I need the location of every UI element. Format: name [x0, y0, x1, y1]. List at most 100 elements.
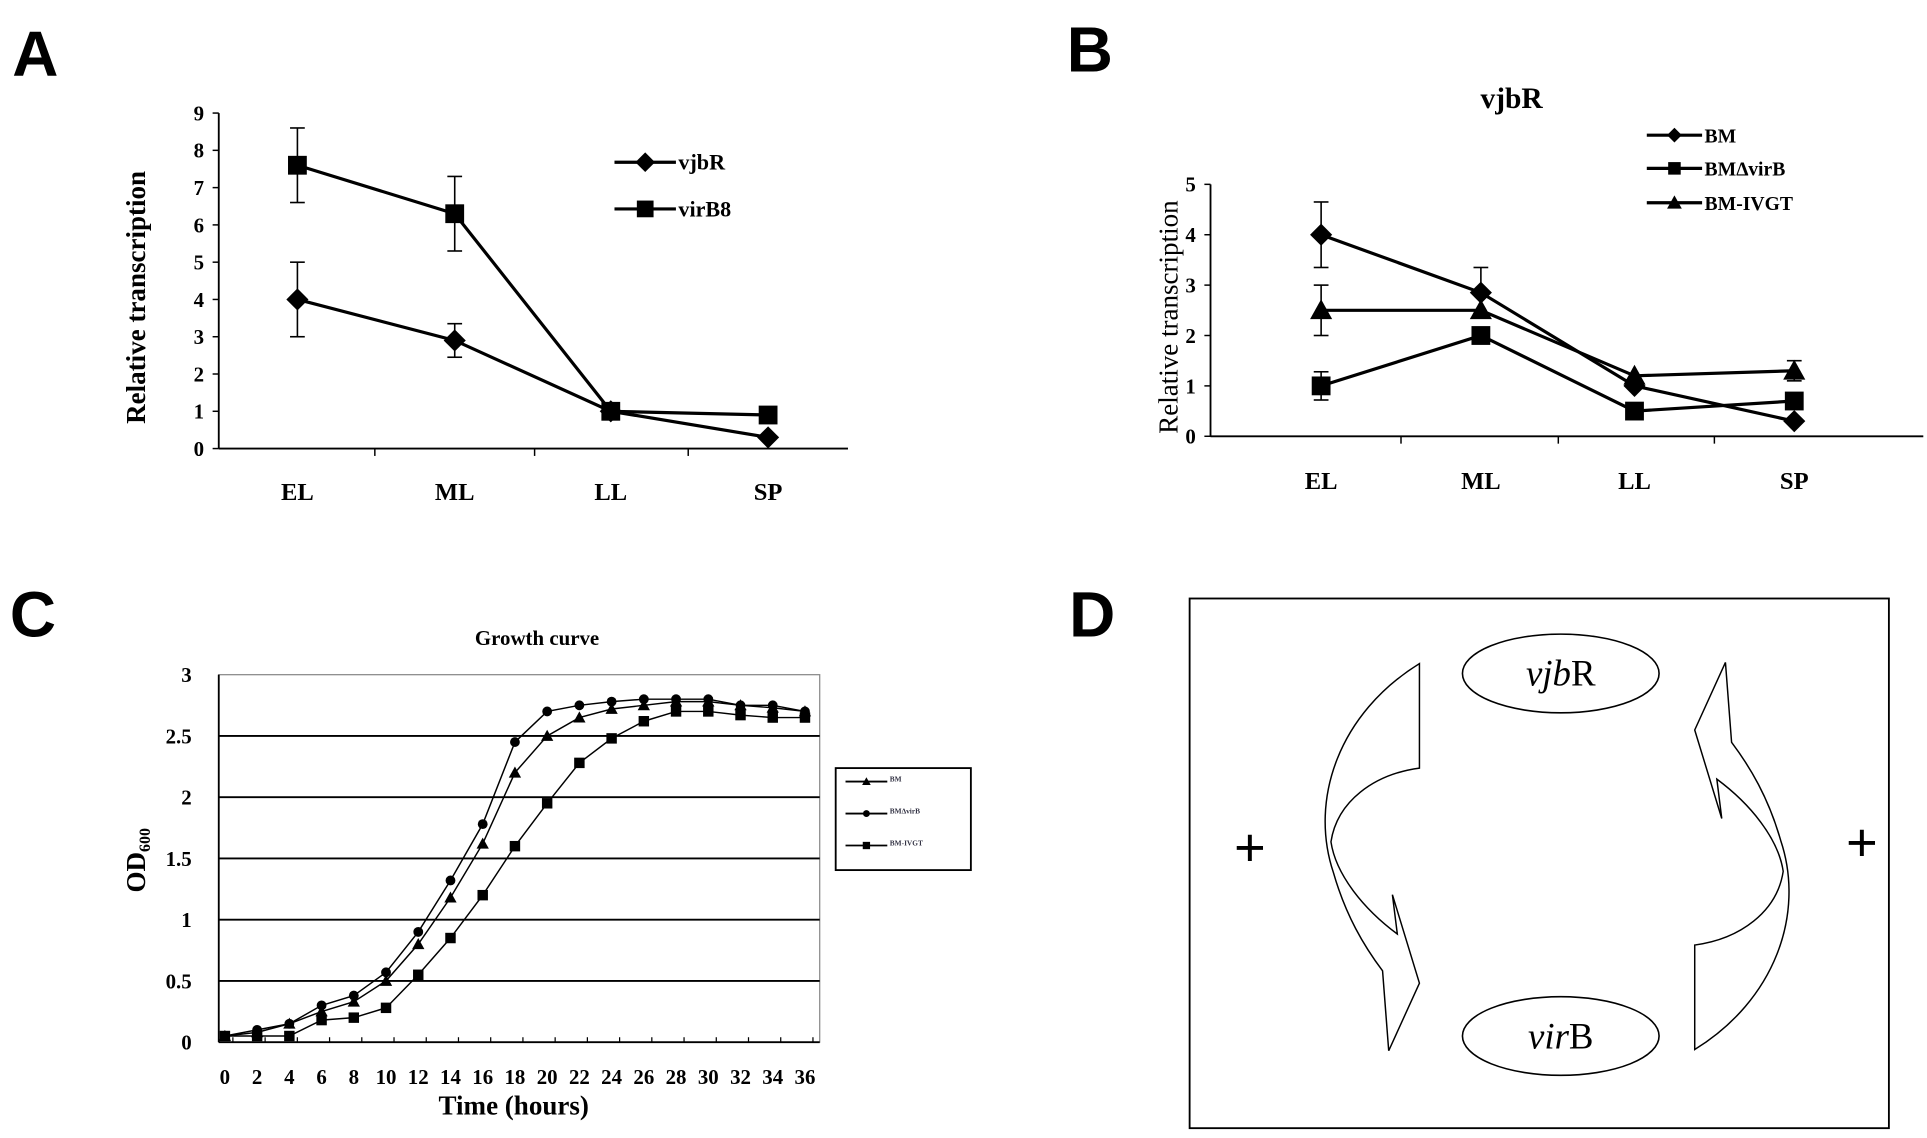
y-tick-label: 5 — [194, 251, 204, 275]
x-tick-label: 24 — [601, 1065, 622, 1089]
left-plus-sign: + — [1234, 817, 1266, 879]
data-point — [316, 1000, 327, 1011]
data-point — [251, 1030, 263, 1042]
data-point — [1469, 299, 1492, 320]
legend-marker — [635, 152, 656, 173]
data-point — [381, 967, 391, 978]
data-point — [574, 700, 585, 711]
regulation-diagram: vjbR virB + + — [1188, 597, 1890, 1130]
series-line — [1321, 308, 1795, 378]
panel-letter-c: C — [10, 579, 56, 651]
data-point — [1783, 410, 1806, 433]
chart-b: vjbR Relative transcription 0 1 2 3 4 5 EL ML LL… — [1153, 83, 1924, 495]
y-tick-label: 2 — [181, 786, 191, 810]
data-point — [573, 711, 586, 723]
series-line — [1320, 333, 1795, 413]
x-tick-label: 6 — [316, 1065, 326, 1089]
y-tick-label: 2 — [194, 362, 204, 386]
y-tick-label: 0 — [1185, 425, 1195, 449]
data-point — [284, 1030, 295, 1042]
data-point — [799, 712, 811, 723]
series-BM — [1310, 201, 1806, 433]
data-point — [348, 1012, 360, 1023]
y-tick-label: 5 — [1185, 173, 1195, 197]
legend-marker — [1667, 127, 1682, 143]
data-point — [703, 694, 714, 705]
data-point — [1311, 376, 1331, 396]
legend-label: BM∆virB — [890, 807, 920, 816]
series-BM-IVGT — [1310, 284, 1806, 385]
legend-marker — [862, 810, 870, 818]
x-tick-label: 16 — [472, 1065, 493, 1089]
data-point — [219, 1030, 231, 1042]
node-virb — [1461, 995, 1660, 1077]
panel-letter-b: B — [1067, 13, 1113, 85]
data-point — [541, 729, 554, 741]
legend-label: BM — [1705, 126, 1737, 148]
data-point — [1784, 391, 1804, 411]
data-point — [1625, 401, 1644, 421]
data-point — [637, 699, 650, 711]
x-tick-label: 22 — [569, 1065, 590, 1089]
data-point — [605, 702, 618, 714]
x-tick-label: 20 — [537, 1065, 558, 1089]
data-point — [542, 706, 553, 717]
data-point — [767, 700, 778, 711]
data-point — [445, 204, 465, 224]
legend-marker — [636, 200, 654, 218]
x-tick-label: 12 — [408, 1065, 429, 1089]
series-BM — [218, 695, 812, 1041]
legend-box — [834, 767, 972, 872]
x-tick-label: 18 — [504, 1065, 525, 1089]
y-tick-label: 3 — [1185, 273, 1195, 297]
data-point — [574, 757, 585, 769]
y-tick-label: 1 — [194, 400, 204, 424]
data-point — [316, 1014, 327, 1026]
series-line — [224, 710, 805, 1037]
chart-title: Growth curve — [475, 626, 599, 650]
series-vjbR — [286, 261, 780, 449]
y-axis-label: Relative transcription — [1153, 200, 1183, 434]
y-tick-label: 4 — [1185, 223, 1196, 247]
data-point — [284, 1018, 295, 1029]
chart-title: vjbR — [1480, 83, 1543, 115]
chart-c: Growth curve OD600 Time (hours) 0 0.5 1 1.5… — [121, 626, 972, 1121]
series-line — [1320, 233, 1795, 423]
data-point — [1469, 281, 1492, 304]
x-tick-label: 30 — [698, 1065, 719, 1089]
right-plus-sign: + — [1846, 812, 1878, 874]
y-tick-label: 0 — [181, 1031, 191, 1055]
data-point — [735, 709, 746, 721]
data-point — [758, 405, 778, 425]
data-point — [288, 155, 307, 175]
x-tick-label: SP — [754, 479, 783, 506]
data-point — [510, 737, 520, 747]
x-tick-label: 0 — [220, 1065, 230, 1089]
panel-letter-d: D — [1069, 579, 1115, 651]
legend-marker — [1668, 162, 1681, 175]
y-tick-label: 3 — [181, 663, 191, 687]
x-tick-label: 28 — [666, 1065, 687, 1089]
series-virB8 — [288, 127, 778, 425]
data-point — [477, 889, 488, 901]
node-virb-label: virB — [1528, 1015, 1594, 1056]
y-tick-label: 0 — [194, 437, 204, 461]
data-point — [638, 694, 649, 705]
x-tick-label: 2 — [252, 1065, 262, 1089]
y-tick-label: 2 — [1185, 324, 1195, 348]
x-tick-label: LL — [594, 479, 627, 506]
x-tick-label: 4 — [284, 1065, 295, 1089]
data-point — [606, 696, 617, 707]
y-tick-label: 6 — [194, 213, 204, 237]
y-tick-label: 4 — [194, 288, 205, 312]
x-tick-label: 34 — [762, 1065, 783, 1089]
legend-label: BM-IVGT — [1705, 193, 1793, 215]
x-tick-label: 32 — [730, 1065, 751, 1089]
data-point — [445, 875, 456, 886]
x-tick-label: 36 — [795, 1065, 816, 1089]
x-tick-label: 26 — [633, 1065, 654, 1089]
y-axis-label: OD600 — [121, 828, 154, 893]
data-point — [1471, 326, 1491, 345]
x-axis-label: Time (hours) — [439, 1091, 589, 1121]
